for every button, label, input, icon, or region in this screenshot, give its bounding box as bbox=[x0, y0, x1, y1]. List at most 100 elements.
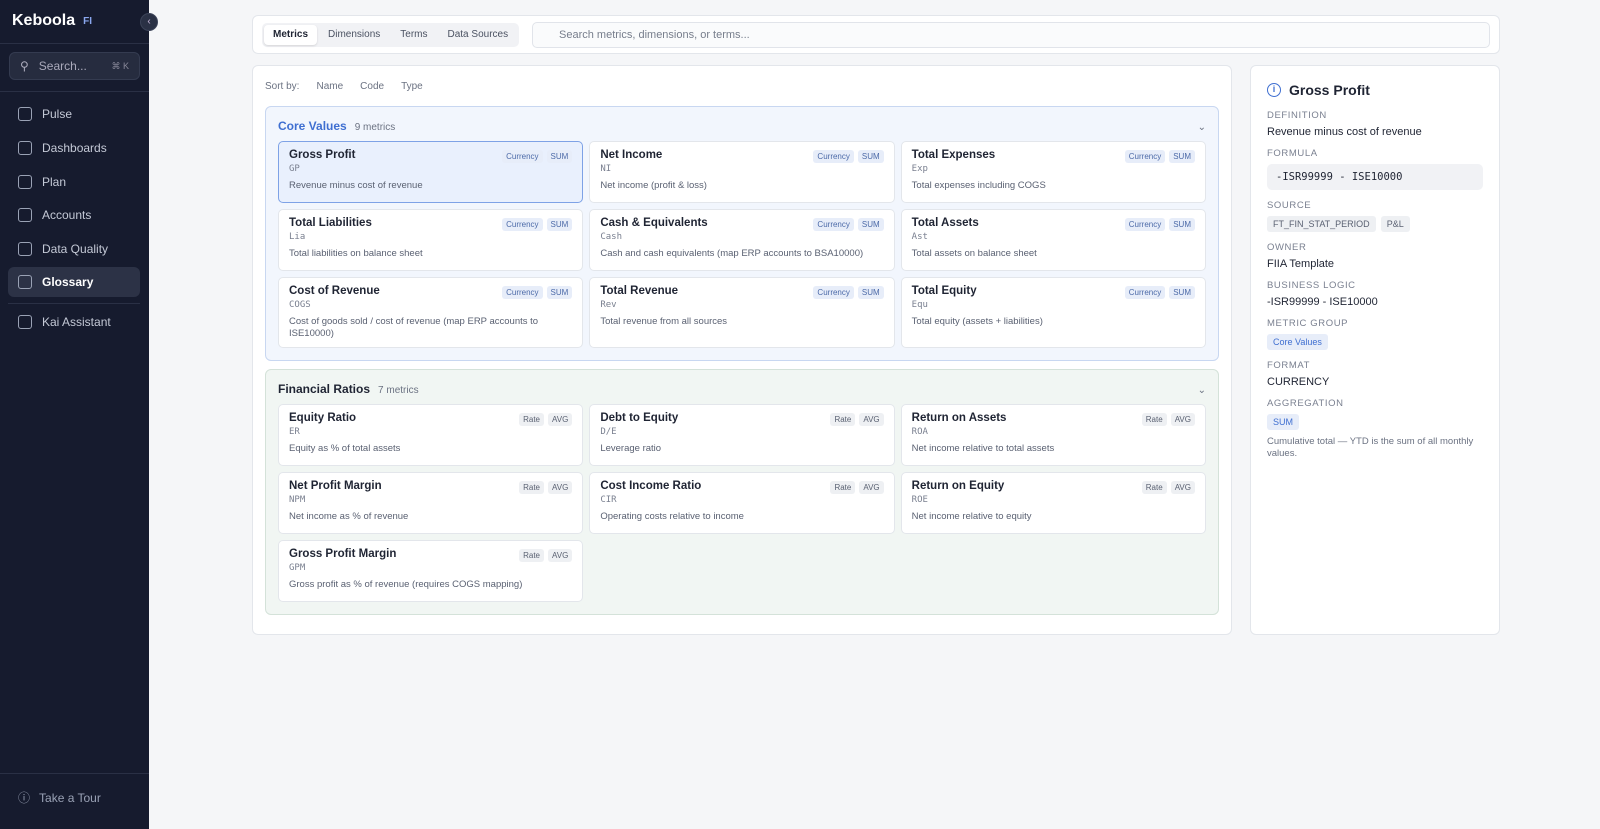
tour-link[interactable]: ⓘ Take a Tour bbox=[18, 789, 101, 806]
tags: Currency SUM bbox=[1124, 286, 1195, 299]
metric-code: GP bbox=[289, 164, 300, 174]
tag: SUM bbox=[546, 286, 573, 299]
nav-item[interactable]: Accounts bbox=[8, 200, 140, 230]
tags: Rate AVG bbox=[519, 413, 573, 426]
nav-item[interactable]: Data Quality bbox=[8, 234, 140, 264]
metric-description: Total revenue from all sources bbox=[600, 316, 728, 327]
metric-name: Total Expenses bbox=[911, 149, 996, 161]
tab[interactable]: Terms bbox=[400, 29, 428, 40]
separator bbox=[8, 303, 140, 304]
metric-card[interactable]: Cost Income Ratio CIR Operating costs rela… bbox=[589, 472, 895, 534]
sort-option[interactable]: Code bbox=[360, 81, 385, 92]
tags: Currency SUM bbox=[502, 218, 573, 231]
nav-label: Plan bbox=[42, 175, 67, 189]
tag: Rate bbox=[519, 481, 545, 494]
tag: SUM bbox=[1267, 414, 1299, 430]
tab[interactable]: Dimensions bbox=[328, 29, 381, 40]
metric-card[interactable]: Gross Profit Margin GPM Gross profit as % … bbox=[278, 540, 584, 602]
sidebar-search[interactable]: ⚲ Search... ⌘ K bbox=[9, 52, 140, 80]
nav-item[interactable]: Pulse bbox=[8, 99, 140, 129]
tag: SUM bbox=[1169, 150, 1195, 163]
nav-icon bbox=[18, 175, 32, 189]
metric-card[interactable]: Gross Profit GP Revenue minus cost of reve… bbox=[278, 141, 584, 203]
tag: AVG bbox=[548, 549, 573, 562]
group-header[interactable]: Financial Ratios 7 metrics ⌄ bbox=[278, 380, 1206, 404]
tags: Currency SUM bbox=[813, 150, 884, 163]
tags: Rate AVG bbox=[519, 481, 573, 494]
brand: Keboola FI bbox=[12, 12, 92, 30]
metric-card[interactable]: Debt to Equity D/E Leverage ratio Rate AVG bbox=[589, 404, 895, 466]
metric-description: Gross profit as % of revenue (requires C… bbox=[289, 579, 523, 590]
metric-card[interactable]: Total Liabilities Lia Total liabilities on… bbox=[278, 209, 584, 271]
tag: AVG bbox=[1170, 481, 1195, 494]
nav-icon bbox=[18, 242, 32, 256]
tag: AVG bbox=[1170, 413, 1195, 426]
title-text: Gross Profit bbox=[1289, 82, 1370, 98]
metric-card[interactable]: Equity Ratio ER Equity as % of total asset… bbox=[278, 404, 584, 466]
sidebar: Keboola FI ‹ ⚲ Search... ⌘ K Pulse Dashboards Pl… bbox=[0, 0, 158, 829]
nav-item[interactable]: Dashboards bbox=[8, 133, 140, 163]
metric-name: Cost Income Ratio bbox=[600, 480, 702, 492]
chevron: ⌄ bbox=[1197, 385, 1206, 396]
metric-card[interactable]: Total Revenue Rev Total revenue from all s… bbox=[589, 277, 895, 348]
toolbar: Metrics Dimensions Terms Data Sources Search… bbox=[252, 15, 1500, 54]
metric-name: Total Assets bbox=[911, 217, 979, 229]
sort-option[interactable]: Name bbox=[316, 81, 344, 92]
nav-icon bbox=[18, 141, 32, 155]
tag: Currency bbox=[1124, 218, 1166, 231]
separator bbox=[0, 43, 149, 44]
tags: Rate AVG bbox=[830, 481, 884, 494]
sort-label: Sort by: bbox=[265, 81, 300, 92]
metrics-panel: Sort by: Name Code Type Core Values 9 metrics… bbox=[252, 65, 1232, 635]
nav-label: Data Quality bbox=[42, 242, 109, 256]
group-header[interactable]: Core Values 9 metrics ⌄ bbox=[278, 117, 1206, 141]
tag: Rate bbox=[1141, 413, 1167, 426]
tag: SUM bbox=[857, 286, 884, 299]
metric-code: COGS bbox=[289, 300, 311, 310]
search-input[interactable]: Search metrics, dimensions, or terms... bbox=[532, 22, 1490, 48]
tags: Rate AVG bbox=[519, 549, 573, 562]
tags: Currency SUM bbox=[502, 150, 573, 163]
metric-card[interactable]: Return on Assets ROA Net income relative t… bbox=[900, 404, 1206, 466]
shortcut: ⌘ K bbox=[111, 60, 129, 71]
tag: Currency bbox=[813, 286, 854, 299]
tab[interactable]: Metrics bbox=[264, 25, 318, 45]
field-label: DEFINITION bbox=[1267, 110, 1327, 121]
metric-card[interactable]: Return on Equity ROE Net income relative t… bbox=[900, 472, 1206, 534]
metric-name: Total Liabilities bbox=[289, 217, 372, 229]
metric-description: Cost of goods sold / cost of revenue (ma… bbox=[289, 316, 539, 339]
metric-grid: Equity Ratio ER Equity as % of total asset… bbox=[278, 404, 1206, 602]
tab[interactable]: Data Sources bbox=[447, 29, 509, 40]
sort-option[interactable]: Type bbox=[401, 81, 423, 92]
field-label: FORMAT bbox=[1267, 360, 1311, 371]
tag: P&L bbox=[1380, 216, 1410, 232]
metric-card[interactable]: Net Income NI Net income (profit & loss) Cu… bbox=[589, 141, 895, 203]
metric-card[interactable]: Net Profit Margin NPM Net income as % of r… bbox=[278, 472, 584, 534]
metric-card[interactable]: Total Expenses Exp Total expenses includin… bbox=[900, 141, 1206, 203]
field-value: CURRENCY bbox=[1267, 376, 1330, 388]
metric-name: Total Revenue bbox=[600, 285, 679, 297]
metric-card[interactable]: Total Equity Equ Total equity (assets + li… bbox=[900, 277, 1206, 348]
metric-card[interactable]: Cash & Equivalents Cash Cash and cash equi… bbox=[589, 209, 895, 271]
field-tags: FT_FIN_STAT_PERIOD P&L bbox=[1267, 216, 1483, 232]
nav-item[interactable]: Plan bbox=[8, 167, 140, 197]
metric-code: Lia bbox=[289, 232, 306, 242]
nav-item[interactable]: Kai Assistant bbox=[8, 307, 140, 337]
metric-code: ROA bbox=[911, 427, 928, 437]
field-label: FORMULA bbox=[1267, 148, 1318, 159]
tag: Currency bbox=[813, 150, 854, 163]
info-icon: i bbox=[1267, 83, 1281, 97]
metric-code: GPM bbox=[289, 563, 306, 573]
metric-grid: Gross Profit GP Revenue minus cost of reve… bbox=[278, 141, 1206, 348]
tag: SUM bbox=[857, 150, 884, 163]
nav-label: Pulse bbox=[42, 107, 73, 121]
separator bbox=[0, 91, 149, 92]
metric-name: Cash & Equivalents bbox=[600, 217, 708, 229]
nav-label: Kai Assistant bbox=[42, 315, 111, 329]
metric-card[interactable]: Total Assets Ast Total assets on balance s… bbox=[900, 209, 1206, 271]
metric-code: CIR bbox=[600, 495, 617, 505]
nav-item[interactable]: Glossary bbox=[8, 267, 140, 297]
tag: Rate bbox=[1141, 481, 1167, 494]
collapse-button[interactable]: ‹ bbox=[140, 13, 158, 31]
metric-card[interactable]: Cost of Revenue COGS Cost of goods sold / … bbox=[278, 277, 584, 348]
